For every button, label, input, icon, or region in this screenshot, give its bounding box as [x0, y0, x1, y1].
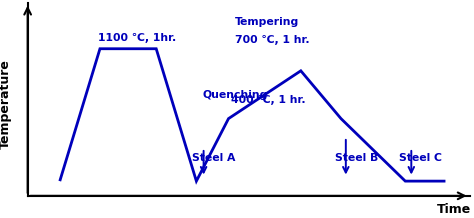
Text: 1100 ℃, 1hr.: 1100 ℃, 1hr.: [98, 33, 176, 43]
Text: Quenching: Quenching: [202, 90, 268, 100]
Text: Steel A: Steel A: [192, 153, 236, 163]
Text: Time: Time: [438, 203, 472, 216]
Text: Steel C: Steel C: [399, 153, 442, 163]
Text: Tempering: Tempering: [235, 17, 299, 27]
Text: Temperature: Temperature: [0, 59, 12, 149]
Text: Steel B: Steel B: [335, 153, 378, 163]
Text: 700 ℃, 1 hr.: 700 ℃, 1 hr.: [235, 35, 309, 45]
Text: 400 ℃, 1 hr.: 400 ℃, 1 hr.: [230, 95, 305, 105]
